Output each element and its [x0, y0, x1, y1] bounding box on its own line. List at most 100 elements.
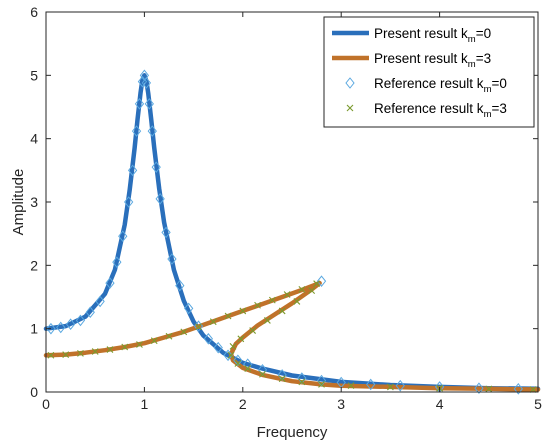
- series-3-point: [150, 337, 158, 345]
- series-2-point: [112, 256, 122, 268]
- series-3-point: [254, 301, 261, 309]
- legend-label: Reference result km=3: [374, 101, 507, 120]
- series-2-point: [474, 382, 484, 395]
- series-3-point: [106, 346, 114, 353]
- series-2-point: [223, 349, 233, 362]
- series-2-point: [277, 369, 287, 381]
- series-3-point: [268, 296, 276, 304]
- series-3-point: [47, 351, 55, 359]
- series-2-point: [184, 302, 194, 315]
- series-3-point: [136, 341, 143, 348]
- series-3-point: [77, 349, 84, 357]
- series-2-point: [141, 77, 152, 89]
- x-tick-label: 0: [42, 396, 50, 412]
- series-2-point: [513, 383, 523, 395]
- y-tick-label: 3: [30, 194, 38, 210]
- y-tick-label: 5: [30, 67, 38, 83]
- x-tick-label: 5: [534, 396, 542, 412]
- y-axis-title: Amplitude: [10, 169, 27, 236]
- series-2-point: [316, 374, 327, 387]
- legend-label-subscript: m: [468, 34, 476, 45]
- series-line-0: [43, 73, 541, 392]
- series-2-point: [134, 98, 145, 110]
- series-3-point: [227, 351, 235, 359]
- series-3-point: [180, 328, 188, 336]
- x-tick-label: 4: [436, 396, 444, 412]
- series-3-point: [264, 317, 271, 324]
- series-2-point: [127, 164, 138, 177]
- legend-label-subscript: m: [468, 59, 476, 70]
- x-tick-label: 2: [239, 396, 247, 412]
- series-2-point: [131, 125, 142, 137]
- axis-ticks: 0 1 2 3 4 5 0 1 2 3 4 5 6: [30, 4, 542, 412]
- legend-label-subscript: m: [484, 84, 492, 95]
- series-2-point: [213, 341, 223, 354]
- series-3-point: [278, 375, 286, 383]
- legend-label-tail: =0: [491, 76, 506, 91]
- series-3-point: [313, 280, 320, 288]
- series-2-point: [147, 125, 157, 137]
- x-tick-label: 3: [337, 396, 345, 412]
- series-2-point: [46, 322, 56, 335]
- series-2-point: [56, 321, 66, 334]
- series-3-point: [249, 327, 257, 334]
- series-3-point: [224, 312, 232, 320]
- series-line-1: [43, 280, 541, 392]
- legend-label-main: Reference result k: [374, 76, 484, 91]
- series-2-point: [124, 196, 134, 208]
- series-3-point: [347, 382, 355, 390]
- series-2-point: [175, 279, 185, 292]
- series-2-point: [366, 378, 376, 391]
- series-2-point: [95, 295, 105, 308]
- series-3-point: [244, 365, 252, 372]
- series-2-point: [161, 226, 171, 239]
- legend-label-main: Present result k: [374, 51, 468, 66]
- legend-label-tail: =3: [491, 101, 506, 116]
- legend-label-tail: =0: [476, 26, 491, 41]
- legend-swatch-marker: [346, 104, 354, 112]
- series-3-point: [387, 383, 394, 391]
- y-tick-label: 2: [30, 257, 38, 273]
- series-3-point: [283, 291, 291, 298]
- x-tick-label: 1: [141, 396, 149, 412]
- legend-label: Present result km=3: [374, 51, 491, 70]
- series-3-point: [318, 381, 325, 388]
- series-2-point: [75, 314, 86, 327]
- series-2-point: [144, 98, 154, 110]
- series-2-point: [395, 379, 405, 392]
- series-3-point: [298, 286, 306, 293]
- legend-label-tail: =3: [476, 51, 491, 66]
- series-2-point: [316, 275, 327, 287]
- legend-label-subscript: m: [484, 109, 492, 120]
- series-3-point: [229, 343, 237, 350]
- series-3-point: [195, 323, 202, 331]
- series-3-point: [293, 298, 301, 305]
- series-2-point: [297, 372, 307, 384]
- chart-marks: [43, 69, 541, 395]
- series-3-point: [209, 318, 217, 326]
- legend-label: Reference result km=0: [374, 76, 507, 95]
- series-3-point: [529, 386, 537, 393]
- series-2-point: [105, 277, 115, 289]
- series-2-point: [167, 253, 177, 265]
- series-3-point: [62, 351, 70, 359]
- series-3-point: [259, 370, 266, 378]
- series-3-point: [165, 332, 173, 340]
- series-3-point: [237, 335, 245, 343]
- series-2-point: [155, 193, 165, 205]
- series-3-point: [91, 348, 99, 355]
- legend-swatch-marker: [345, 77, 355, 89]
- series-2-point: [65, 318, 76, 331]
- series-3-point: [121, 343, 129, 351]
- series-2-point: [233, 354, 243, 367]
- y-tick-label: 6: [30, 4, 38, 20]
- series-2-point: [203, 332, 214, 345]
- series-3-point: [308, 287, 316, 295]
- series-3-point: [485, 385, 493, 393]
- x-axis-title: Frequency: [257, 424, 328, 441]
- series-3-point: [278, 307, 286, 315]
- legend-label-main: Present result k: [374, 26, 468, 41]
- legend-label: Present result km=0: [374, 26, 491, 45]
- series-2-point: [151, 161, 161, 173]
